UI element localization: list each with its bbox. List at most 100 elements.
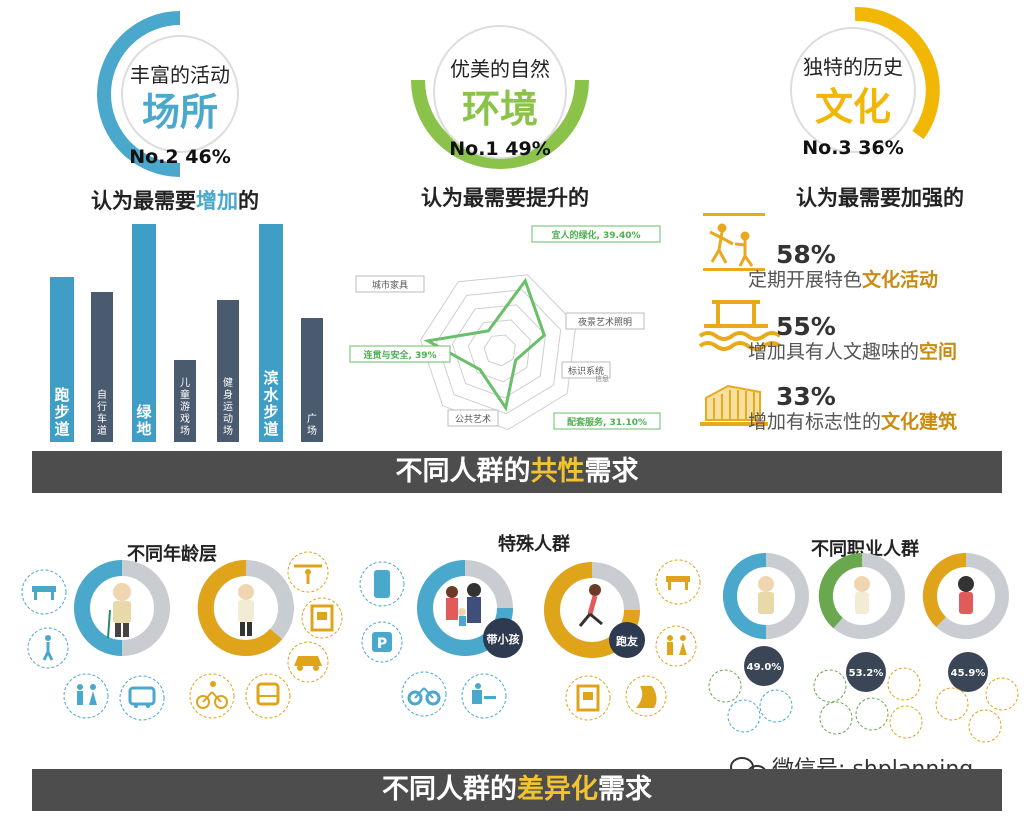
group-title-special: 特殊人群 — [498, 533, 570, 555]
radar-label-box — [565, 312, 645, 330]
bar-label: 游 — [180, 400, 190, 413]
water-dispenser-icon — [359, 561, 405, 607]
watermark: 微信号: shplanning — [772, 757, 973, 770]
bar-label: 行 — [97, 400, 107, 413]
culture-item-buildings: 33% 增加有标志性的文化建筑 — [700, 382, 957, 433]
elderly-person-icon — [107, 583, 131, 639]
bar-label: 自 — [97, 388, 107, 401]
culture-pct: 33% — [776, 382, 836, 411]
ring-rank: No.1 49% — [449, 138, 551, 160]
bar-label: 健 — [223, 377, 233, 389]
donut-runners: 跑友 — [544, 562, 645, 658]
bar-label: 步 — [54, 403, 69, 421]
culture-text: 定期开展特色文化活动 — [748, 268, 938, 291]
radar-label-box — [349, 345, 451, 363]
bar — [91, 292, 113, 442]
radar-label-box — [531, 225, 661, 243]
heading-strengthen: 认为最需要加强的 — [796, 186, 964, 210]
ring-line2: 场所 — [142, 90, 218, 134]
bar-label: 儿 — [180, 377, 190, 389]
bar-label: 场 — [180, 424, 190, 437]
ring-rank: No.2 46% — [129, 146, 231, 168]
bottom-infographic: 不同年龄层 特殊人群 不同职业人群 — [21, 533, 1019, 770]
ring-arc — [854, 6, 940, 140]
radar-label-box — [553, 412, 661, 430]
bar-label: 场 — [223, 424, 233, 437]
train-icon — [245, 673, 291, 719]
bar — [174, 360, 196, 442]
bar-label: 道 — [263, 420, 278, 438]
family-icon — [446, 583, 481, 626]
heading-increase: 认为最需要增加的 — [91, 189, 259, 213]
bar-label: 步 — [263, 403, 278, 421]
radar-label-box — [561, 361, 611, 379]
radar-axis-label: 宜人的绿化, 39.40% — [551, 229, 640, 241]
dancers-icon — [703, 213, 765, 271]
radar-extra-label: 信息 — [595, 374, 609, 383]
radar-axis-label: 公共艺术 — [455, 413, 491, 425]
ring-arc — [411, 79, 589, 169]
bar — [301, 318, 323, 442]
badge-with-kids: 带小孩 — [487, 632, 520, 646]
ring-line1: 丰富的活动 — [130, 63, 230, 87]
job-ring-value: 49.0% — [747, 662, 782, 673]
bar-label: 车 — [97, 412, 107, 425]
restroom-icon-special — [655, 625, 697, 667]
ring-natural-environment: 优美的自然 环境 No.1 49% — [411, 25, 589, 169]
bar — [217, 300, 239, 442]
group-title-job: 不同职业人群 — [811, 538, 919, 560]
bar-label: 童 — [180, 388, 190, 401]
bar-label: 戏 — [180, 413, 190, 425]
bicycle-icon — [401, 671, 447, 717]
bar-label: 地 — [136, 420, 151, 438]
bar-label: 绿 — [136, 403, 152, 421]
ring-arc — [97, 11, 181, 177]
car-icon — [287, 641, 329, 683]
wechat-icon — [730, 757, 767, 770]
runner-icon — [578, 584, 603, 627]
bar-label: 水 — [263, 386, 279, 404]
pedestrian-icon — [27, 627, 69, 669]
donut-with-kids: 带小孩 — [417, 560, 523, 658]
parking-icon: P — [361, 621, 403, 663]
culture-text: 增加有标志性的文化建筑 — [748, 410, 957, 433]
radar-label-box — [355, 275, 425, 293]
radar-grid — [451, 304, 547, 399]
waterside-pavilion-icon — [698, 300, 782, 351]
radar-axis-label: 连贯与安全, 39% — [363, 349, 436, 361]
reading-icon — [461, 673, 507, 719]
donut-job-2: 53.2% — [818, 552, 905, 692]
bus-stop-icon — [119, 675, 165, 721]
road-icon — [625, 675, 667, 717]
radar-series — [423, 277, 547, 412]
bar-label: 跑 — [54, 386, 69, 404]
donut-job-1: 49.0% — [723, 553, 809, 686]
cyclist-icon — [189, 673, 235, 719]
ring-activity-venues: 丰富的活动 场所 No.2 46% — [97, 11, 239, 177]
bar-label: 身 — [223, 388, 233, 401]
ring-rank: No.3 36% — [802, 137, 904, 159]
donut-youth — [197, 559, 294, 656]
radar-axis-label: 配套服务, 31.10% — [567, 416, 647, 428]
bar-label: 道 — [54, 420, 69, 438]
bar-label: 场 — [307, 424, 317, 437]
bar-label: 广 — [307, 413, 317, 425]
svg-text:P: P — [377, 636, 387, 652]
restroom-icon — [63, 673, 109, 719]
badge-runners: 跑友 — [616, 634, 638, 648]
young-person-icon — [238, 584, 254, 636]
ring-line1: 独特的历史 — [803, 55, 903, 79]
culture-text: 增加具有人文趣味的空间 — [748, 340, 957, 363]
radar-axis-label: 城市家具 — [372, 279, 408, 291]
bar-label: 运 — [223, 401, 233, 413]
ring-history-culture: 独特的历史 文化 No.3 36% — [790, 6, 940, 159]
fitness-icon — [287, 551, 329, 593]
radar-grid — [467, 319, 531, 383]
heading-improve: 认为最需要提升的 — [421, 186, 589, 210]
radar-grid — [483, 334, 516, 367]
culture-item-activities: 58% 定期开展特色文化活动 — [703, 213, 938, 291]
group-title-age: 不同年龄层 — [127, 543, 217, 565]
radar-axis-label: 夜景艺术照明 — [578, 316, 632, 328]
